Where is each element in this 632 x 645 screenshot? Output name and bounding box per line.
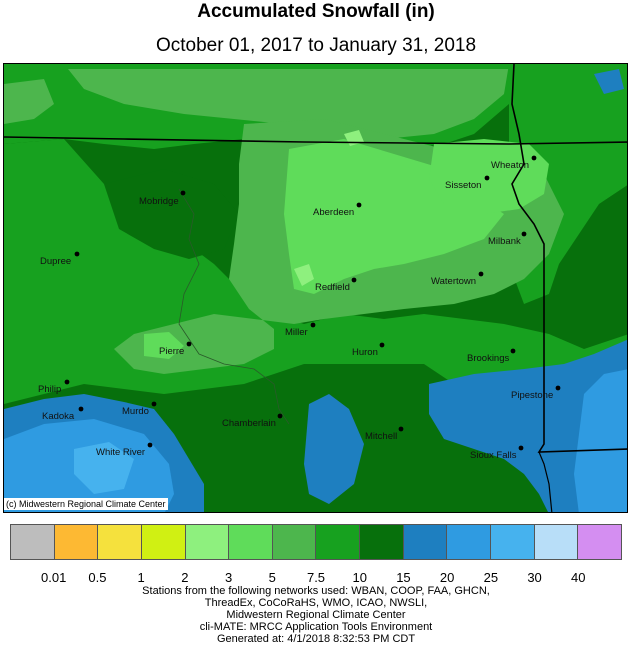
city-dot-pipestone (555, 385, 561, 391)
city-dot-pierre (186, 341, 192, 347)
legend-label: 7.5 (306, 570, 326, 585)
city-label-huron: Huron (352, 347, 378, 358)
city-label-pierre: Pierre (159, 346, 184, 357)
legend-label: 20 (439, 570, 455, 585)
city-dot-brookings (510, 348, 516, 354)
city-label-philip: Philip (38, 384, 61, 395)
city-label-dupree: Dupree (40, 256, 71, 267)
legend-swatch (578, 525, 621, 559)
region-5in-sisseton (429, 139, 549, 214)
region-7in-west (4, 79, 54, 124)
city-label-milbank: Milbank (488, 236, 521, 247)
legend-label: 10 (352, 570, 367, 585)
legend-swatch (447, 525, 492, 559)
city-dot-watertown (478, 271, 484, 277)
legend-swatch (403, 525, 448, 559)
city-label-white-river: White River (96, 447, 145, 458)
legend-label: 25 (483, 570, 499, 585)
region-15in-mobridge (104, 169, 239, 259)
legend-labels: 0.01 0.5 1 2 3 5 7.5 10 15 20 25 30 40 (10, 570, 622, 586)
footer-line: cli-MATE: MRCC Application Tools Environ… (199, 621, 433, 633)
legend-label: 40 (571, 570, 586, 585)
city-label-mobridge: Mobridge (139, 196, 179, 207)
sd-ia-border (538, 451, 553, 512)
legend-swatch (141, 525, 186, 559)
region-7in-north (64, 64, 509, 139)
region-20in-chamberlain (304, 394, 364, 504)
city-label-sioux-falls: Sioux Falls (470, 450, 517, 461)
city-dot-murdo (151, 401, 157, 407)
region-20in-northeast (594, 69, 624, 94)
city-dot-milbank (521, 231, 527, 237)
map-copyright: (c) Midwestern Regional Climate Center (4, 498, 168, 510)
city-markers: Mobridge Aberdeen Sisseton Wheaton Milba… (38, 155, 561, 461)
city-label-aberdeen: Aberdeen (313, 207, 354, 218)
legend-label: 1 (137, 570, 145, 585)
legend-label: 5 (268, 570, 276, 585)
city-dot-miller (310, 322, 316, 328)
legend-swatch (272, 525, 317, 559)
legend-label: 0.5 (88, 570, 107, 585)
city-label-redfield: Redfield (315, 282, 350, 293)
legend-swatch (98, 525, 142, 559)
legend-label: 15 (396, 570, 411, 585)
legend-swatch (316, 525, 361, 559)
legend-color-bar (10, 524, 622, 560)
footer-line: ThreadEx, CoCoRaHS, WMO, ICAO, NWSLI, (204, 597, 428, 609)
map-top-band (4, 64, 627, 69)
city-label-murdo: Murdo (122, 406, 149, 417)
legend-swatch (229, 525, 273, 559)
city-label-pipestone: Pipestone (511, 390, 553, 401)
city-label-brookings: Brookings (467, 353, 509, 364)
city-dot-aberdeen (356, 202, 362, 208)
city-dot-mitchell (398, 426, 404, 432)
legend-label: 2 (181, 570, 189, 585)
city-label-mitchell: Mitchell (365, 431, 397, 442)
legend-swatch (185, 525, 230, 559)
city-dot-wheaton (531, 155, 537, 161)
region-30in-whiteriver (74, 442, 134, 494)
footer-line: Generated at: 4/1/2018 8:32:53 PM CDT (216, 633, 416, 645)
city-label-watertown: Watertown (431, 276, 476, 287)
snowfall-map-canvas: Mobridge Aberdeen Sisseton Wheaton Milba… (4, 64, 627, 512)
region-3in-redfield (294, 264, 314, 286)
city-dot-sisseton (484, 175, 490, 181)
region-25in-southeast (574, 369, 627, 512)
nd-sd-border (4, 136, 627, 145)
city-dot-huron (379, 342, 385, 348)
missouri-river (178, 188, 290, 425)
city-dot-redfield (351, 277, 357, 283)
city-dot-sioux-falls (518, 445, 524, 451)
legend-swatch (360, 525, 404, 559)
map-subtitle: October 01, 2017 to January 31, 2018 (155, 35, 477, 56)
sd-mn-border (511, 64, 627, 453)
city-dot-chamberlain (277, 413, 283, 419)
city-label-miller: Miller (285, 327, 308, 338)
region-5in-pierre (144, 332, 184, 359)
city-label-kadoka: Kadoka (42, 411, 75, 422)
legend-label: 30 (527, 570, 542, 585)
city-label-chamberlain: Chamberlain (222, 418, 276, 429)
legend-swatch (54, 525, 99, 559)
city-dot-dupree (74, 251, 80, 257)
snowfall-map: Mobridge Aberdeen Sisseton Wheaton Milba… (3, 63, 628, 513)
legend-label: 0.01 (41, 570, 67, 585)
city-label-wheaton: Wheaton (491, 160, 529, 171)
legend-swatch (534, 525, 579, 559)
legend-swatch (491, 525, 535, 559)
map-title: Accumulated Snowfall (in) (197, 1, 435, 22)
legend-label: 3 (224, 570, 233, 585)
city-dot-white-river (147, 442, 153, 448)
city-dot-mobridge (180, 190, 186, 196)
footer-line: Midwestern Regional Climate Center (226, 609, 406, 621)
footer-line: Stations from the following networks use… (142, 585, 490, 597)
city-label-sisseton: Sisseton (445, 180, 481, 191)
legend-swatch (11, 525, 55, 559)
footer-notes: Stations from the following networks use… (0, 585, 632, 645)
city-dot-philip (64, 379, 70, 385)
city-dot-kadoka (78, 406, 84, 412)
